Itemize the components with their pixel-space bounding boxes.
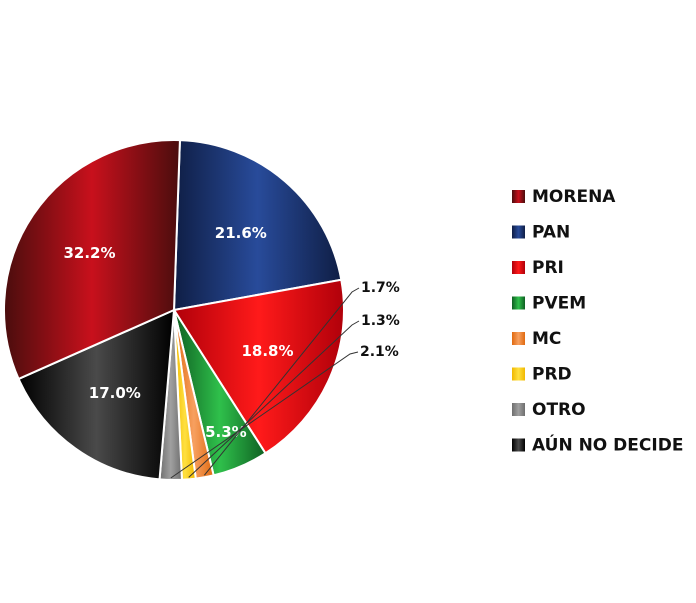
legend: MORENA PAN PRI PVEM MC PRD OTRO AÚN NO DECIDE bbox=[512, 187, 683, 456]
legend-swatch-pvem bbox=[512, 296, 525, 310]
slice-label-aun-no-decide: 17.0% bbox=[89, 384, 141, 402]
slice-label-otro: 2.1% bbox=[360, 344, 399, 360]
legend-item-pvem: PVEM bbox=[512, 294, 586, 314]
pie-slice-aun-no-decide bbox=[17, 308, 176, 481]
leader-line-prd bbox=[188, 320, 360, 478]
pie-slice-labels: 21.6% 18.8% 5.3% 1.7% 1.3% 2.1% 17.0% 32.2% bbox=[63, 224, 400, 479]
slice-label-mc: 1.7% bbox=[361, 280, 400, 296]
slice-label-morena: 32.2% bbox=[63, 244, 115, 262]
slice-label-prd: 1.3% bbox=[361, 313, 400, 329]
legend-label-pri: PRI bbox=[532, 258, 564, 278]
pie-slices bbox=[3, 139, 345, 481]
pie-slice-morena bbox=[3, 139, 181, 381]
legend-label-prd: PRD bbox=[532, 365, 572, 385]
legend-item-pan: PAN bbox=[512, 223, 570, 243]
leader-line-otro bbox=[170, 351, 359, 479]
legend-swatch-prd bbox=[512, 367, 525, 381]
legend-swatch-morena bbox=[512, 190, 525, 203]
legend-item-prd: PRD bbox=[512, 365, 572, 385]
slice-label-pri: 18.8% bbox=[241, 342, 293, 360]
legend-label-morena: MORENA bbox=[532, 187, 616, 207]
legend-swatch-aun-no-decide bbox=[512, 438, 525, 452]
legend-label-aun-no-decide: AÚN NO DECIDE bbox=[532, 434, 683, 456]
legend-label-pvem: PVEM bbox=[532, 294, 586, 314]
legend-swatch-otro bbox=[512, 403, 525, 416]
legend-item-morena: MORENA bbox=[512, 187, 616, 207]
legend-swatch-pri bbox=[512, 261, 525, 274]
legend-label-pan: PAN bbox=[532, 223, 570, 243]
legend-label-otro: OTRO bbox=[532, 400, 586, 420]
legend-item-pri: PRI bbox=[512, 258, 564, 278]
legend-swatch-pan bbox=[512, 225, 525, 239]
legend-item-aun-no-decide: AÚN NO DECIDE bbox=[512, 434, 683, 456]
legend-item-otro: OTRO bbox=[512, 400, 586, 420]
leader-line-mc bbox=[204, 287, 360, 476]
pie-slice-pri bbox=[172, 278, 345, 455]
slice-label-pvem: 5.3% bbox=[205, 423, 247, 441]
legend-item-mc: MC bbox=[512, 329, 561, 349]
pie-slice-pan bbox=[172, 139, 343, 312]
slice-label-pan: 21.6% bbox=[215, 224, 267, 242]
legend-swatch-mc bbox=[512, 332, 525, 345]
legend-label-mc: MC bbox=[532, 329, 561, 349]
